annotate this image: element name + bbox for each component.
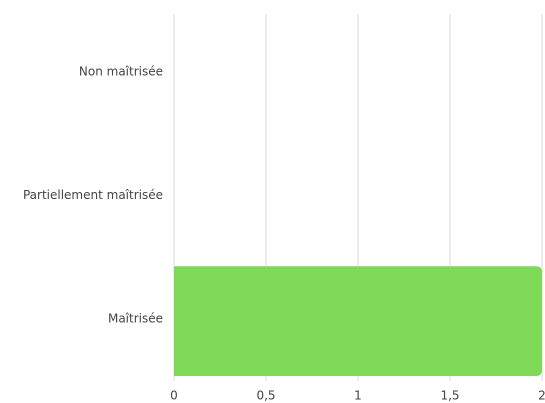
y-tick-label: Partiellement maîtrisée	[23, 188, 163, 202]
bar	[174, 266, 542, 377]
x-tick-label: 0,5	[256, 389, 275, 403]
y-tick-label: Non maîtrisée	[79, 64, 163, 78]
x-tick-label: 0	[170, 389, 178, 403]
x-tick-label: 2	[538, 389, 545, 403]
y-tick-label: Maîtrisée	[108, 312, 163, 326]
x-tick-label: 1,5	[440, 389, 459, 403]
x-tick-label: 1	[354, 389, 362, 403]
